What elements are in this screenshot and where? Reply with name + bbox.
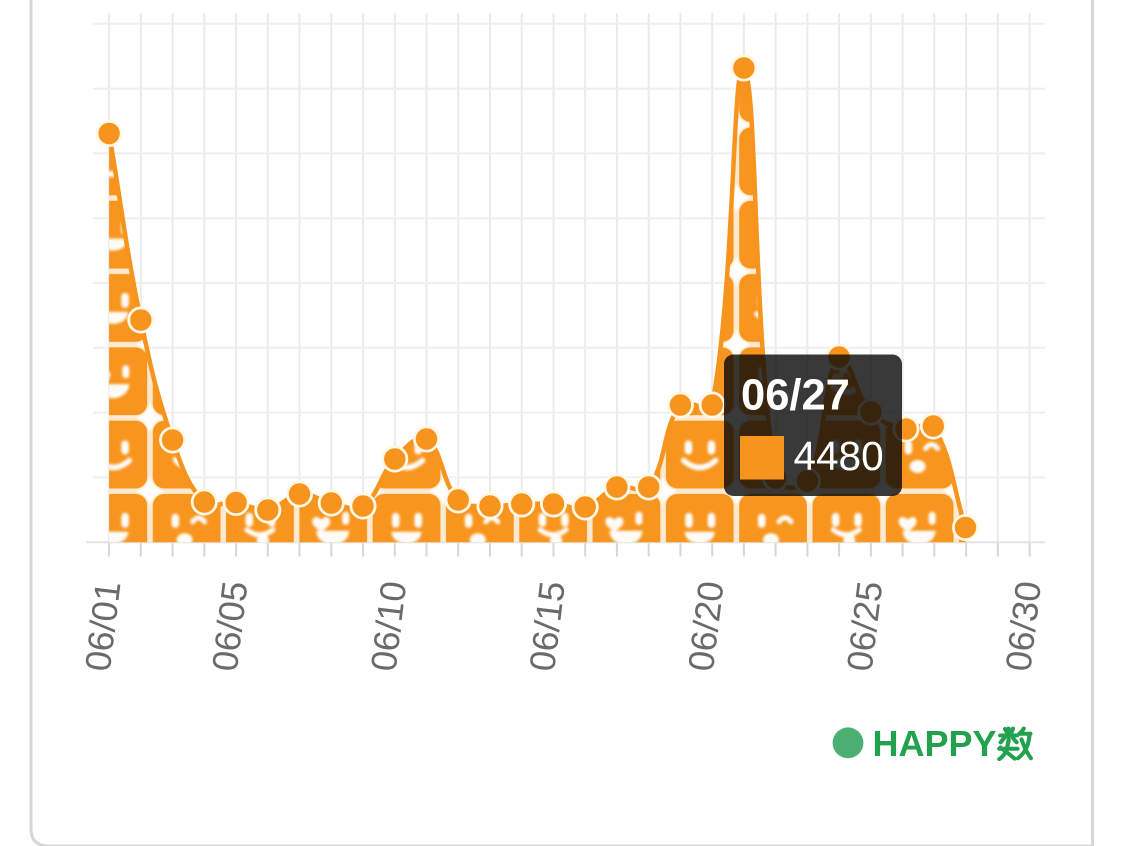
svg-text:4480: 4480 xyxy=(794,433,884,479)
svg-text:HAPPY: HAPPY xyxy=(873,723,997,764)
svg-text:06/27: 06/27 xyxy=(741,372,850,420)
